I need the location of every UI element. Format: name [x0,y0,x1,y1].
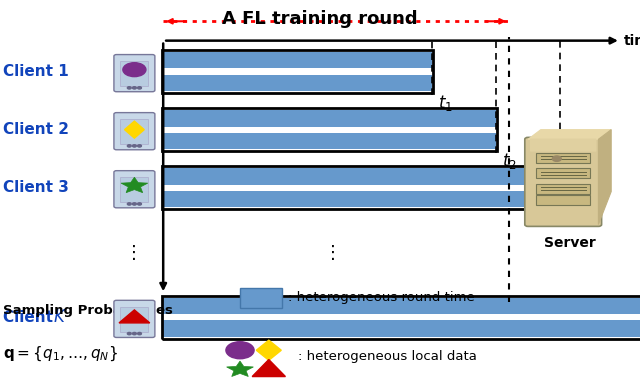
Text: $t_1$: $t_1$ [438,93,453,113]
Polygon shape [125,121,144,138]
Polygon shape [256,340,282,360]
Bar [162,108,497,151]
Circle shape [226,342,254,359]
Bar [163,191,560,207]
Bar [536,168,590,178]
Bar [536,153,590,163]
Bar [120,177,148,202]
Bar [536,184,590,194]
Polygon shape [598,130,611,224]
Text: Server: Server [544,236,595,250]
Text: A FL training round: A FL training round [222,10,418,28]
Polygon shape [252,360,285,377]
Circle shape [552,156,561,161]
Text: : heterogeneous round time: : heterogeneous round time [288,291,475,305]
Circle shape [132,87,136,89]
Circle shape [138,203,141,205]
FancyBboxPatch shape [525,137,602,226]
Polygon shape [227,361,253,377]
Bar [163,133,496,149]
Circle shape [127,203,131,205]
Bar [120,61,148,86]
Bar [162,50,433,93]
Bar [120,307,148,332]
FancyBboxPatch shape [114,55,155,92]
Text: Client 1: Client 1 [3,64,69,79]
FancyBboxPatch shape [530,139,596,152]
Text: Sampling Probabilities: Sampling Probabilities [3,304,173,317]
Circle shape [132,145,136,147]
Circle shape [132,203,136,205]
Text: $t_2$: $t_2$ [502,151,517,171]
FancyBboxPatch shape [114,171,155,208]
Bar [163,52,432,68]
Circle shape [123,63,146,77]
Bar [163,168,560,185]
Bar [163,110,496,127]
Bar [163,298,640,314]
Bar [162,296,640,339]
Text: $\mathbf{q} = \{q_1, \ldots, q_N\}$: $\mathbf{q} = \{q_1, \ldots, q_N\}$ [3,344,118,363]
Text: Client 2: Client 2 [3,122,69,137]
Text: ⋮: ⋮ [125,245,143,262]
Text: time: time [624,34,640,48]
Text: Client 3: Client 3 [3,180,69,195]
Circle shape [127,87,131,89]
Circle shape [127,145,131,147]
Text: Client: Client [3,310,58,325]
FancyBboxPatch shape [114,300,155,337]
Bar [120,119,148,144]
Text: $K$: $K$ [53,308,67,326]
Polygon shape [528,130,611,139]
Text: : heterogeneous local data: : heterogeneous local data [298,349,476,363]
Circle shape [138,87,141,89]
Bar [163,75,432,91]
Bar [163,320,640,337]
Circle shape [138,332,141,335]
Bar [240,288,282,308]
FancyBboxPatch shape [114,113,155,150]
Circle shape [127,332,131,335]
Bar [162,166,561,209]
Circle shape [138,145,141,147]
Circle shape [132,332,136,335]
Polygon shape [119,310,150,323]
Text: $t_3$: $t_3$ [566,209,581,229]
Polygon shape [121,177,148,193]
Bar [536,195,590,205]
Text: ⋮: ⋮ [324,245,342,262]
